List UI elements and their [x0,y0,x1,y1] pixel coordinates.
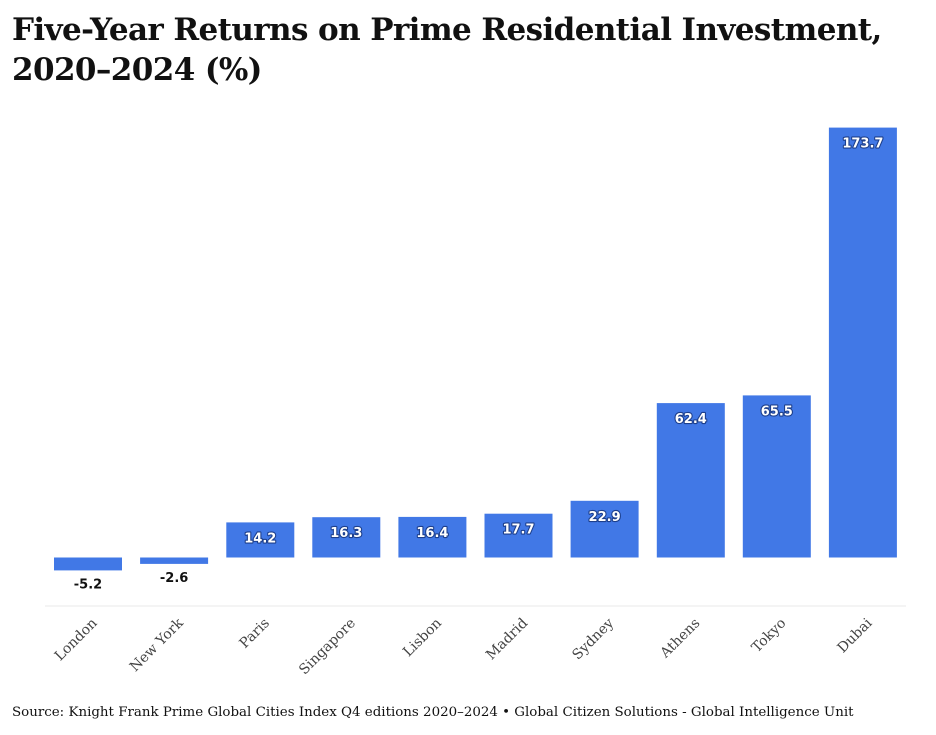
data-label: 16.3 [330,526,362,541]
x-tick-label: Paris [236,615,272,651]
data-label: -5.2 [74,577,102,592]
x-tick-label: Athens [657,615,704,662]
data-label: -2.6 [160,571,188,586]
x-tick-label: Tokyo [749,615,790,656]
bar-dubai [828,127,897,558]
bar-chart: London New York Paris Singapore Lisbon Madrid… [45,127,906,678]
data-label: 62.4 [675,412,707,427]
bar-paris [226,522,295,558]
bar-sydney [570,500,639,558]
bar-madrid [484,513,553,558]
data-label: 65.5 [761,404,793,419]
data-label: 14.2 [244,531,276,546]
x-tick-label: Madrid [483,615,531,663]
bar-lisbon [398,516,467,558]
bar-athens [656,403,725,558]
x-tick-label: New York [127,615,187,675]
chart-title: Five-Year Returns on Prime Residential I… [12,12,882,88]
bar-new-york [140,557,209,564]
source-note: Source: Knight Frank Prime Global Cities… [12,705,854,720]
data-label: 17.7 [502,523,534,538]
bar-singapore [312,517,381,558]
x-tick-label: Lisbon [400,615,445,660]
data-label: 173.7 [842,137,883,152]
bar-tokyo [742,395,811,558]
x-tick-label: Singapore [296,615,359,678]
data-label: 16.4 [416,526,448,541]
bar-london [54,557,122,571]
x-tick-label: Dubai [834,615,875,656]
x-tick-label: London [52,615,101,664]
x-tick-label: Sydney [569,615,617,663]
data-label: 22.9 [589,510,621,525]
